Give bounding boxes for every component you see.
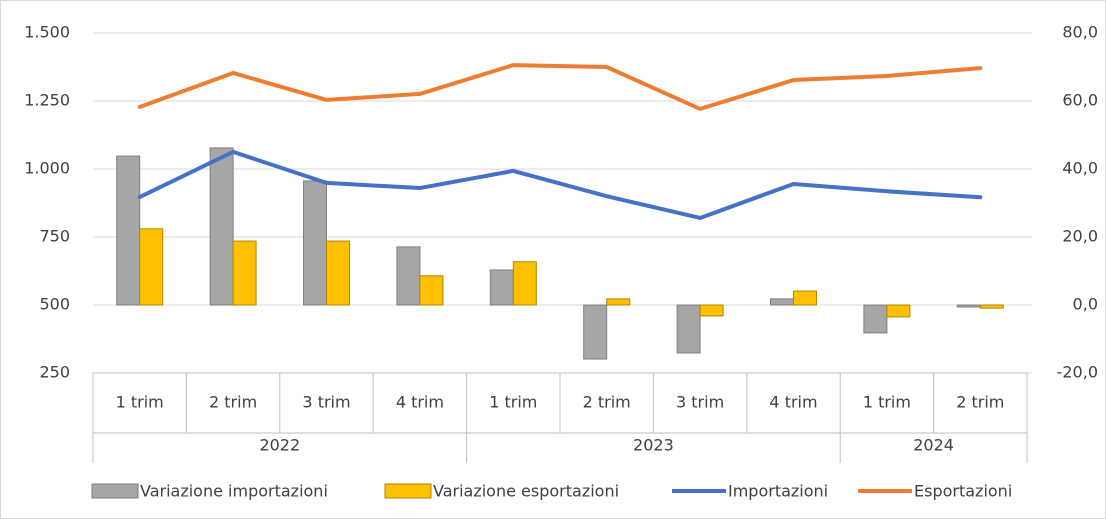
legend-label: Esportazioni [914, 482, 1012, 501]
bar [676, 304, 701, 354]
x-group-label: 2022 [259, 436, 300, 455]
x-tick-label: 1 trim [116, 393, 164, 412]
x-group-label: 2024 [913, 436, 954, 455]
bar [979, 304, 1004, 309]
y-tick-label: 750 [39, 227, 70, 246]
y2-tick-label: 20,0 [1062, 227, 1098, 246]
bar [793, 290, 817, 306]
y2-tick-label: 40,0 [1062, 159, 1098, 178]
bar [303, 180, 327, 306]
y2-tick-label: -20,0 [1057, 363, 1098, 382]
y-tick-label: 1.250 [24, 91, 70, 110]
bar [116, 155, 141, 306]
bar [489, 269, 514, 306]
legend-swatch [384, 483, 432, 499]
bar [396, 246, 421, 306]
x-tick-label: 1 trim [489, 393, 537, 412]
x-tick-label: 3 trim [676, 393, 724, 412]
bar [863, 304, 888, 334]
x-tick-label: 2 trim [956, 393, 1004, 412]
bar [419, 275, 444, 306]
legend-label: Variazione esportazioni [433, 482, 619, 501]
line [137, 63, 983, 111]
y-tick-label: 500 [39, 295, 70, 314]
bar [139, 228, 164, 306]
legend-swatch [91, 483, 139, 499]
x-tick-label: 2 trim [583, 393, 631, 412]
bar [606, 298, 631, 306]
bar [770, 298, 794, 306]
x-tick-label: 4 trim [396, 393, 444, 412]
y-tick-label: 1.000 [24, 159, 70, 178]
y2-tick-label: 80,0 [1062, 23, 1098, 42]
bar [209, 147, 234, 306]
bar [512, 261, 537, 306]
y-tick-label: 1.500 [24, 23, 70, 42]
bar [232, 240, 257, 306]
x-tick-label: 4 trim [769, 393, 817, 412]
line [137, 149, 983, 220]
x-tick-label: 2 trim [209, 393, 257, 412]
legend-label: Importazioni [728, 482, 828, 501]
y2-tick-label: 60,0 [1062, 91, 1098, 110]
bar [326, 240, 350, 306]
bar [583, 304, 608, 360]
y-tick-label: 250 [39, 363, 70, 382]
y2-tick-label: 0,0 [1073, 295, 1098, 314]
x-group-label: 2023 [633, 436, 674, 455]
bar [886, 304, 911, 318]
legend-label: Variazione importazioni [140, 482, 328, 501]
bar [956, 304, 981, 308]
x-tick-label: 1 trim [863, 393, 911, 412]
bar [699, 304, 724, 317]
x-tick-label: 3 trim [302, 393, 350, 412]
